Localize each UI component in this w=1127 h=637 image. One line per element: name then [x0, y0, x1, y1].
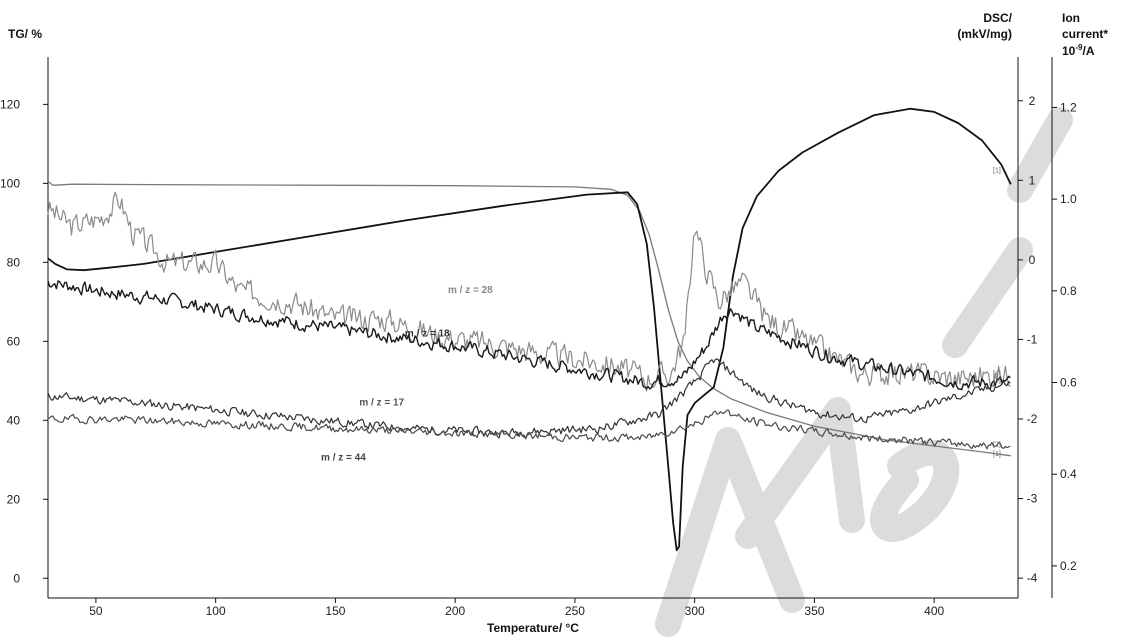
curve-end-label: [4] — [993, 371, 1001, 378]
dsc-tick-label: -4 — [1027, 571, 1038, 585]
tg-tick-label: 80 — [7, 255, 21, 269]
x-axis-ticks: 50 100 150 200 250 300 350 400 — [89, 598, 945, 618]
x-tick-label: 350 — [804, 604, 824, 618]
curve-ion-5 — [47, 409, 1011, 450]
x-tick-label: 150 — [325, 604, 345, 618]
mz-annotation: m / z = 17 — [359, 397, 404, 408]
tg-tick-label: 0 — [13, 571, 20, 585]
dsc-tick-label: 2 — [1029, 94, 1036, 108]
ion-tick-label: 1.0 — [1060, 192, 1077, 206]
curve-end-label: [1] — [993, 451, 1001, 458]
ion-tick-label: 0.2 — [1060, 559, 1077, 573]
curve-ion-2 — [47, 191, 1011, 392]
curve-end-label: [1] — [993, 167, 1001, 174]
ion-tick-label: 0.4 — [1060, 467, 1077, 481]
tg-tick-label: 40 — [7, 413, 21, 427]
dsc-axis-ticks: -4 -3 -2 -1 0 1 2 — [1018, 94, 1038, 585]
mz-annotation: m / z = 18 — [405, 329, 450, 340]
tg-tick-label: 120 — [0, 97, 20, 111]
dsc-tick-label: -2 — [1027, 412, 1038, 426]
ion-axis-title-line-3: 10-9/A — [1062, 43, 1095, 58]
ion-tick-label: 0.6 — [1060, 376, 1077, 390]
tg-tick-label: 100 — [0, 176, 20, 190]
x-tick-label: 50 — [89, 604, 103, 618]
curve-end-label: [3] — [993, 378, 1001, 385]
curve-dsc-1 — [47, 107, 1012, 552]
x-axis-title: Temperature/ °C — [487, 621, 579, 635]
curve-tg-0 — [47, 180, 1011, 457]
curve-end-label: [2] — [993, 442, 1001, 449]
dsc-tick-label: -1 — [1027, 332, 1038, 346]
tg-axis-ticks: 0 20 40 60 80 100 120 — [0, 97, 48, 585]
curve-ion-3 — [47, 280, 1011, 391]
ion-axis-ticks: 0.2 0.4 0.6 0.8 1.0 1.2 — [1052, 100, 1077, 573]
dsc-tick-label: -3 — [1027, 492, 1038, 506]
x-tick-label: 200 — [445, 604, 465, 618]
tg-axis-title: TG/ % — [8, 27, 42, 41]
dsc-axis-title-line-2: (mkV/mg) — [957, 27, 1012, 41]
ion-tick-label: 0.8 — [1060, 284, 1077, 298]
x-tick-label: 300 — [685, 604, 705, 618]
mz-annotation: m / z = 28 — [448, 285, 493, 296]
dsc-tick-label: 1 — [1029, 173, 1036, 187]
x-tick-label: 400 — [924, 604, 944, 618]
x-tick-label: 250 — [565, 604, 585, 618]
watermark — [655, 107, 1073, 637]
x-tick-label: 100 — [206, 604, 226, 618]
ion-axis-title-line-2: current* — [1062, 27, 1108, 41]
ion-tick-label: 1.2 — [1060, 100, 1077, 114]
ion-axis-title-line-1: Ion — [1062, 11, 1080, 25]
tg-tick-label: 60 — [7, 334, 21, 348]
dsc-tick-label: 0 — [1029, 253, 1036, 267]
mz-annotation: m / z = 44 — [321, 452, 366, 463]
dsc-axis-title-line-1: DSC/ — [983, 11, 1012, 25]
curves — [47, 107, 1012, 552]
tg-tick-label: 20 — [7, 492, 21, 506]
curve-annotations: m / z = 28 m / z = 18 m / z = 17 m / z = 44… — [321, 167, 1001, 463]
curve-ion-4 — [47, 358, 1011, 439]
